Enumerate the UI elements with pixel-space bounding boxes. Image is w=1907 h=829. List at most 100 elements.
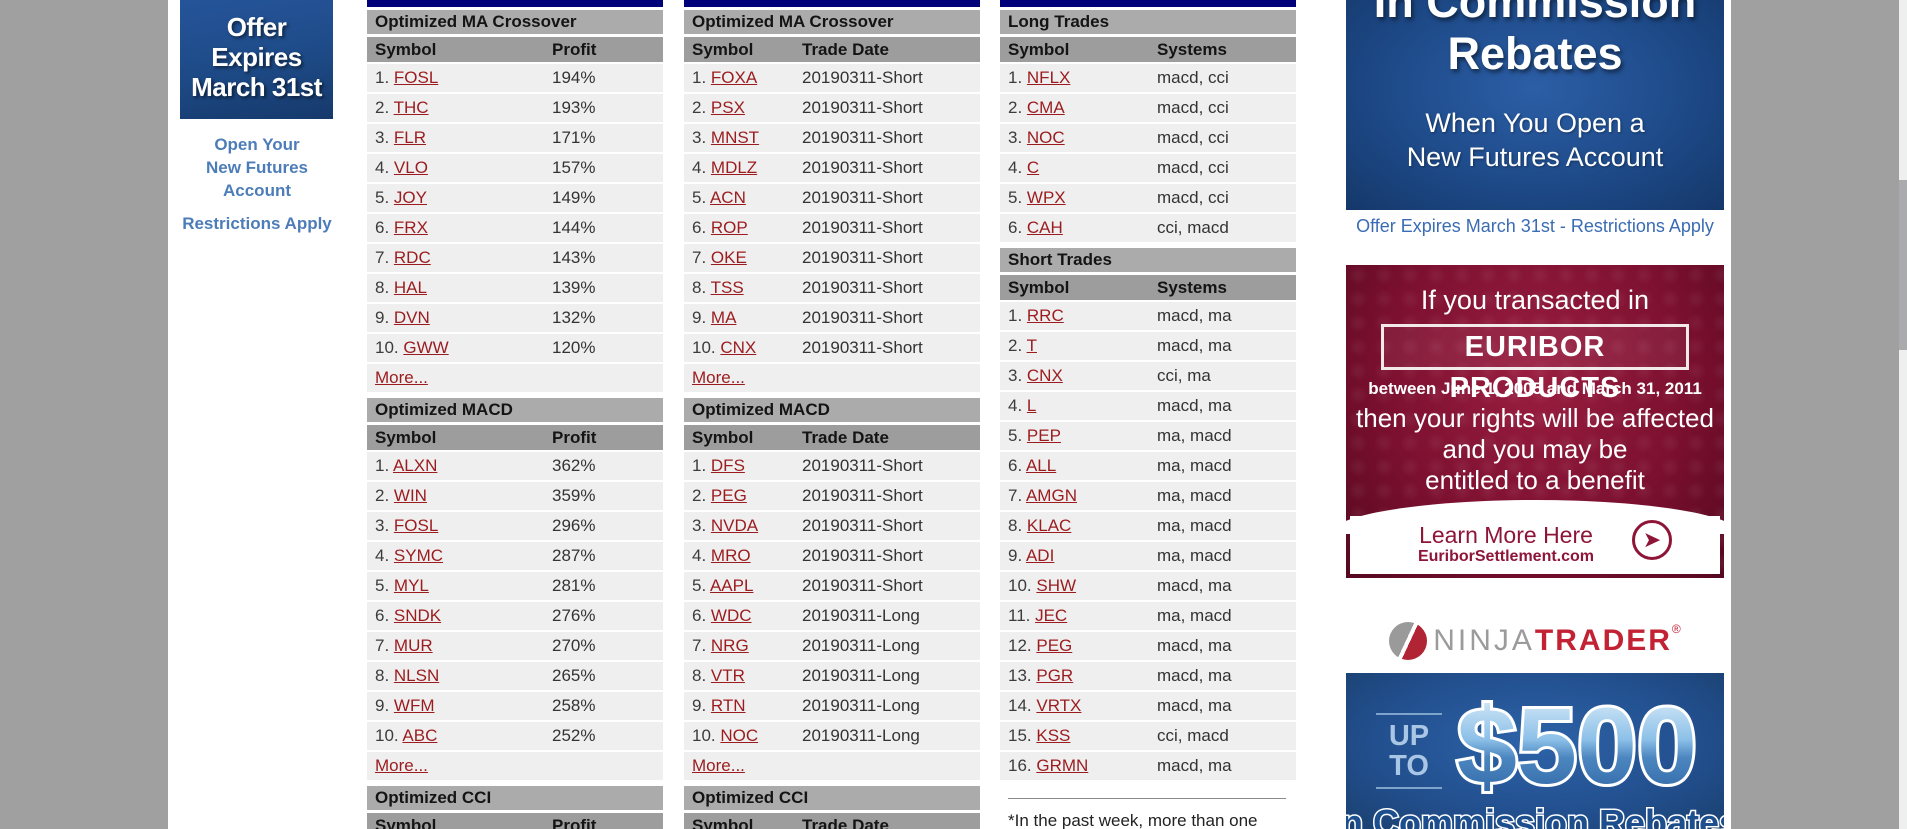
arrow-circle-icon[interactable]: ➤	[1632, 520, 1672, 560]
symbol-cell: 6. CAH	[1008, 218, 1063, 237]
symbol-link[interactable]: SHW	[1036, 576, 1077, 595]
symbol-link[interactable]: PEP	[1026, 426, 1061, 445]
symbol-link[interactable]: AMGN	[1025, 486, 1077, 505]
footnote-block: *In the past week, more than one	[1000, 798, 1296, 829]
symbol-link[interactable]: KSS	[1036, 726, 1071, 745]
symbol-link[interactable]: SYMC	[393, 546, 444, 565]
symbol-link[interactable]: FRX	[393, 218, 428, 237]
symbol-link[interactable]: NLSN	[393, 666, 440, 685]
row-number: 4.	[1008, 158, 1027, 177]
symbol-link[interactable]: ALXN	[392, 456, 438, 475]
ninjatrader-rebate-ad[interactable]: UP TO $500 in Commission Rebates	[1346, 673, 1724, 829]
symbol-link[interactable]: WIN	[393, 486, 427, 505]
symbol-link[interactable]: ADI	[1025, 546, 1055, 565]
rebates-ad-disclaimer-link[interactable]: Offer Expires March 31st - Restrictions …	[1356, 216, 1714, 236]
euribor-ad[interactable]: If you transacted in EURIBOR PRODUCTS be…	[1346, 265, 1724, 578]
euribor-learn-more-link[interactable]: Learn More Here EuriborSettlement.com	[1417, 522, 1595, 565]
symbol-link[interactable]: NOC	[1026, 128, 1065, 147]
symbol-link[interactable]: NRG	[710, 636, 749, 655]
symbol-link[interactable]: T	[1026, 336, 1037, 355]
symbol-link[interactable]: CAH	[1026, 218, 1063, 237]
symbol-link[interactable]: FOSL	[393, 68, 439, 87]
value-cell: 20190311-Long	[802, 696, 920, 715]
symbol-link[interactable]: NFLX	[1026, 68, 1071, 87]
left-ad-restrictions-link[interactable]: Restrictions Apply	[182, 214, 332, 233]
symbol-link[interactable]: NVDA	[710, 516, 759, 535]
symbol-cell: 1. RRC	[1008, 306, 1064, 325]
symbol-link[interactable]: OKE	[710, 248, 747, 267]
symbol-link[interactable]: PGR	[1036, 666, 1074, 685]
rebates-ad[interactable]: In Commission Rebates When You Open a Ne…	[1346, 0, 1724, 210]
symbol-cell: 3. NVDA	[692, 516, 758, 535]
symbol-link[interactable]: SNDK	[393, 606, 442, 625]
symbol-link[interactable]: ROP	[710, 218, 748, 237]
more-link[interactable]: More...	[375, 368, 428, 387]
table-row: 6. SNDK 276%	[367, 602, 663, 630]
euribor-body-line: and you may be	[1442, 434, 1628, 464]
symbol-link[interactable]: MNST	[710, 128, 760, 147]
more-link[interactable]: More...	[692, 368, 745, 387]
symbol-link[interactable]: ABC	[402, 726, 438, 745]
row-number: 5.	[692, 576, 710, 595]
symbol-link[interactable]: CNX	[1026, 366, 1063, 385]
value-cell: 362%	[552, 456, 596, 475]
row-number: 2.	[692, 98, 711, 117]
symbol-link[interactable]: PEG	[1036, 636, 1073, 655]
symbol-link[interactable]: FOXA	[710, 68, 758, 87]
symbol-link[interactable]: JEC	[1035, 606, 1068, 625]
symbol-link[interactable]: MYL	[393, 576, 429, 595]
symbol-link[interactable]: GWW	[403, 338, 449, 357]
table-row: 10. NOC 20190311-Long	[684, 722, 980, 750]
symbol-link[interactable]: DFS	[710, 456, 745, 475]
left-ad-open-account-link[interactable]: Open Your New Futures Account	[205, 135, 309, 200]
symbol-link[interactable]: MDLZ	[710, 158, 758, 177]
symbol-link[interactable]: KLAC	[1026, 516, 1072, 535]
symbol-cell: 3. NOC	[1008, 128, 1065, 147]
symbol-link[interactable]: NOC	[720, 726, 759, 745]
symbol-link[interactable]: RRC	[1026, 306, 1064, 325]
symbol-link[interactable]: RDC	[393, 248, 431, 267]
symbol-column-header: Symbol	[375, 40, 437, 59]
symbol-link[interactable]: PSX	[710, 98, 745, 117]
column-headers: Symbol Trade Date	[684, 425, 980, 450]
symbol-link[interactable]: AAPL	[709, 576, 754, 595]
symbol-link[interactable]: DVN	[393, 308, 430, 327]
symbol-link[interactable]: ACN	[709, 188, 746, 207]
symbol-link[interactable]: CMA	[1026, 98, 1065, 117]
symbol-link[interactable]: WPX	[1026, 188, 1066, 207]
symbol-link[interactable]: MRO	[710, 546, 751, 565]
symbol-link[interactable]: GRMN	[1036, 756, 1089, 775]
symbol-link[interactable]: MUR	[393, 636, 433, 655]
value-column-header: Trade Date	[802, 816, 889, 829]
symbol-link[interactable]: FLR	[393, 128, 427, 147]
ninjatrader-logo[interactable]: NINJATRADER®	[1346, 622, 1724, 668]
symbol-link[interactable]: L	[1026, 396, 1037, 415]
symbol-link[interactable]: CNX	[720, 338, 757, 357]
browser-scrollbar[interactable]	[1899, 0, 1907, 829]
symbol-link[interactable]: WFM	[393, 696, 435, 715]
symbol-link[interactable]: C	[1026, 158, 1040, 177]
symbol-link[interactable]: ALL	[1025, 456, 1057, 475]
symbol-link[interactable]: HAL	[393, 278, 427, 297]
symbol-link[interactable]: PEG	[710, 486, 747, 505]
symbol-link[interactable]: TSS	[710, 278, 744, 297]
right-ad-rail: In Commission Rebates When You Open a Ne…	[1346, 0, 1724, 829]
left-ad-offer-banner[interactable]: Offer Expires March 31st	[180, 0, 333, 119]
row-number: 5.	[1008, 188, 1027, 207]
symbol-link[interactable]: RTN	[710, 696, 746, 715]
symbol-link[interactable]: MA	[710, 308, 737, 327]
symbol-link[interactable]: FOSL	[393, 516, 439, 535]
symbol-link[interactable]: WDC	[710, 606, 752, 625]
value-cell: macd, ma	[1157, 666, 1232, 685]
more-link[interactable]: More...	[692, 756, 745, 775]
value-cell: ma, macd	[1157, 546, 1232, 565]
symbol-link[interactable]: VLO	[393, 158, 428, 177]
more-link[interactable]: More...	[375, 756, 428, 775]
symbol-link[interactable]: VTR	[710, 666, 745, 685]
scrollbar-thumb[interactable]	[1899, 180, 1907, 350]
table-row: 9. DVN 132%	[367, 304, 663, 332]
symbol-link[interactable]: JOY	[393, 188, 427, 207]
symbol-link[interactable]: VRTX	[1036, 696, 1082, 715]
symbol-link[interactable]: THC	[393, 98, 429, 117]
